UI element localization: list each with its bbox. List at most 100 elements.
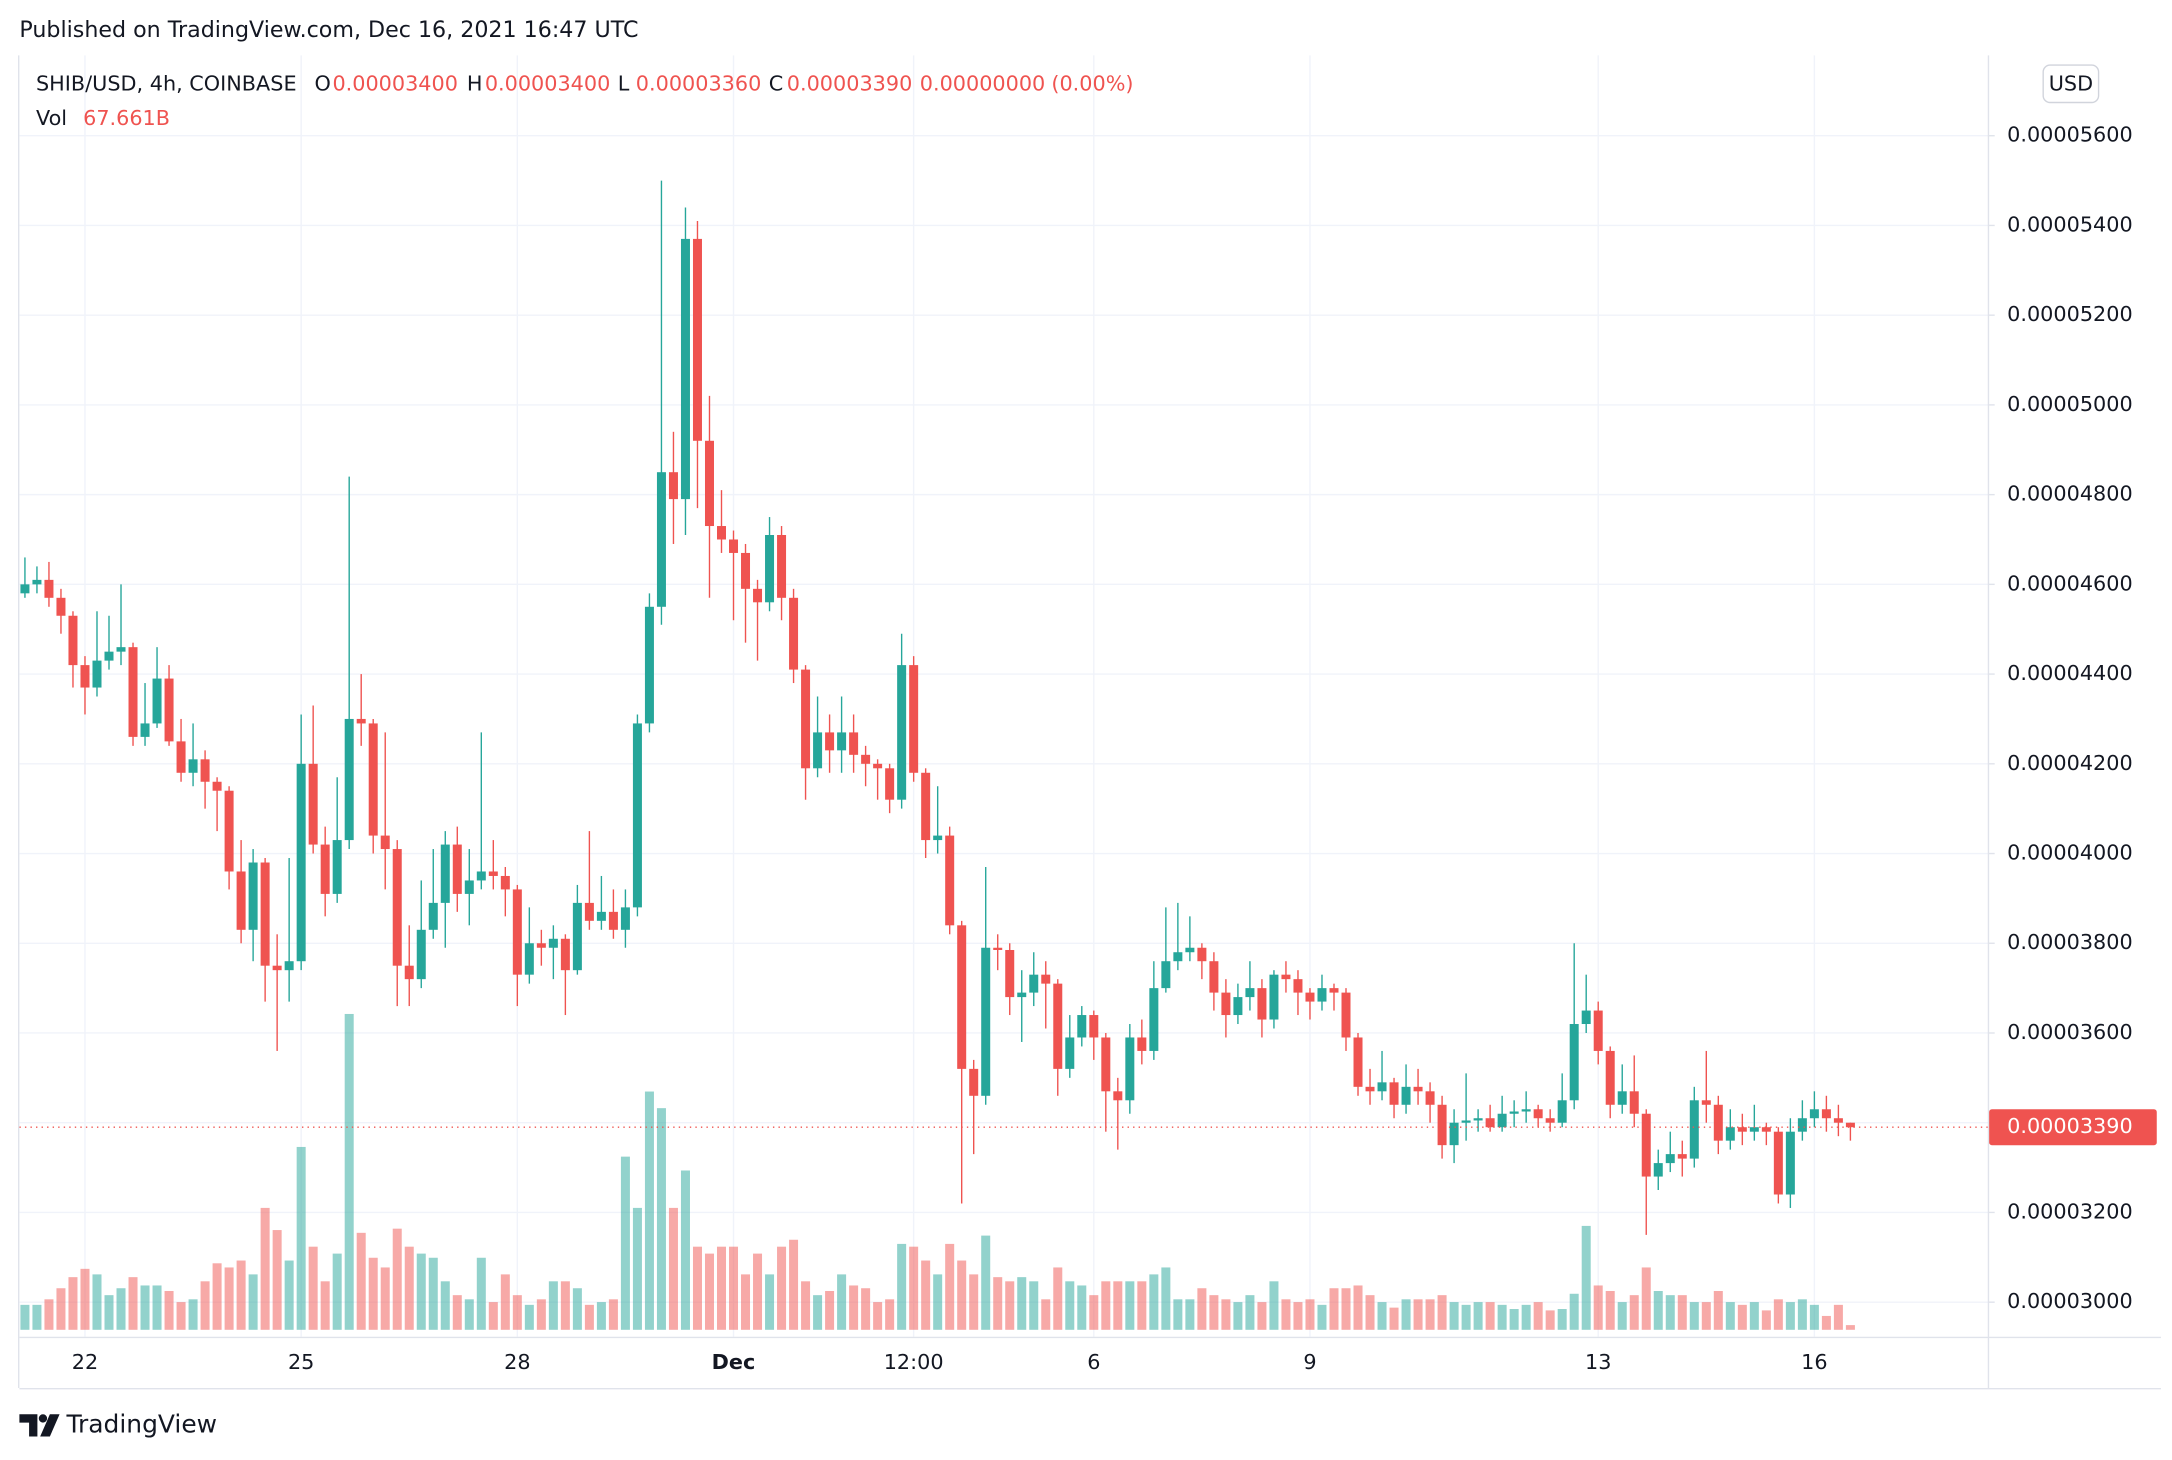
candle-body <box>765 535 775 603</box>
volume-bar <box>1425 1299 1435 1330</box>
candle-body <box>668 472 678 500</box>
candle-body <box>1653 1163 1663 1177</box>
candle-body <box>1845 1122 1855 1128</box>
volume-bar <box>512 1295 522 1330</box>
volume-bar <box>1521 1304 1531 1330</box>
candle-body <box>969 1068 979 1096</box>
volume-bar <box>212 1263 222 1330</box>
volume-bar <box>1797 1299 1807 1330</box>
volume-bar <box>368 1257 378 1330</box>
volume-bar <box>753 1253 763 1330</box>
volume-bar <box>560 1281 570 1330</box>
candle-body <box>212 781 222 791</box>
candle-body <box>260 862 270 966</box>
candle-body <box>1017 992 1027 998</box>
candle-body <box>825 732 835 751</box>
candle-body <box>332 840 342 894</box>
candle-body <box>1173 952 1183 962</box>
y-tick-label: 0.00005200 <box>2007 302 2133 326</box>
candle-body <box>1413 1086 1423 1092</box>
volume-bar <box>1377 1302 1387 1330</box>
volume-bar <box>272 1230 282 1330</box>
candle-body <box>1161 961 1171 989</box>
candle-body <box>380 835 390 850</box>
y-tick-label: 0.00005000 <box>2007 392 2133 416</box>
candle-body <box>452 844 462 894</box>
candle-body <box>1005 949 1015 998</box>
volume-bar <box>80 1268 90 1330</box>
candle-body <box>488 871 498 876</box>
volume-bar <box>44 1299 54 1330</box>
volume-bar <box>1005 1281 1015 1330</box>
candle-body <box>464 880 474 894</box>
candle-body <box>777 535 787 598</box>
change-pct: (0.00%) <box>1051 71 1133 95</box>
candle-body <box>404 965 414 980</box>
candle-body <box>1449 1122 1459 1146</box>
volume-bar <box>452 1295 462 1330</box>
x-tick-label: 13 <box>1585 1350 1611 1374</box>
volume-bar <box>1437 1295 1447 1330</box>
candle-body <box>296 763 306 962</box>
y-tick-label: 0.00004800 <box>2007 482 2133 506</box>
candle-body <box>1485 1118 1495 1128</box>
currency-button[interactable] <box>2042 64 2100 104</box>
candle-body <box>236 871 246 930</box>
volume-bar <box>440 1281 450 1330</box>
legend-value: 0.00003390 <box>787 71 913 95</box>
candle-body <box>1077 1015 1087 1038</box>
volume-bar <box>1257 1302 1267 1330</box>
volume-bar <box>1029 1281 1039 1330</box>
volume-bar <box>1773 1299 1783 1330</box>
candle-body <box>536 943 546 948</box>
volume-bar <box>1833 1304 1843 1330</box>
candle-body <box>704 440 714 527</box>
candle-body <box>608 911 618 930</box>
volume-bar <box>1365 1295 1375 1330</box>
candle-body <box>837 732 847 751</box>
candle-body <box>356 718 366 724</box>
candle-body <box>56 597 66 616</box>
candle-body <box>1257 988 1267 1020</box>
candle-body <box>284 961 294 971</box>
volume-bar <box>1161 1267 1171 1330</box>
volume-bar <box>1317 1304 1327 1330</box>
volume-bar <box>1689 1302 1699 1330</box>
volume-bar <box>1125 1281 1135 1330</box>
candle-body <box>1365 1086 1375 1092</box>
candle-body <box>80 665 90 688</box>
candle-body <box>729 539 739 553</box>
volume-bar <box>1725 1302 1735 1330</box>
candle-body <box>981 947 991 1096</box>
volume-bar <box>921 1260 931 1330</box>
currency[interactable]: USD <box>2049 71 2093 95</box>
candle-body <box>1125 1037 1135 1101</box>
x-tick-label: Dec <box>712 1350 756 1374</box>
candle-body <box>801 669 811 769</box>
candle-body <box>428 902 438 930</box>
candle-body <box>1749 1127 1759 1132</box>
volume-bar <box>668 1207 678 1330</box>
volume-bar <box>1305 1299 1315 1330</box>
candle-body <box>921 772 931 841</box>
candle-body <box>1101 1037 1111 1092</box>
volume-bar <box>1581 1225 1591 1330</box>
candle-body <box>152 678 162 724</box>
y-tick-label: 0.00005600 <box>2007 123 2133 147</box>
volume-bar <box>380 1267 390 1330</box>
volume-bar <box>1701 1302 1711 1330</box>
price-axis: 0.000030000.000032000.000034000.00003600… <box>1987 123 2157 1313</box>
volume-bar <box>741 1274 751 1330</box>
volume-bar <box>332 1253 342 1330</box>
volume-bar <box>993 1277 1003 1330</box>
candle-body <box>320 844 330 894</box>
y-tick-label: 0.00003600 <box>2007 1020 2133 1044</box>
volume-bar <box>765 1274 775 1330</box>
candle-body <box>692 238 702 441</box>
candle-body <box>753 588 763 603</box>
candle-body <box>1461 1120 1471 1123</box>
volume-bar <box>1329 1288 1339 1330</box>
volume-bar <box>632 1207 642 1330</box>
